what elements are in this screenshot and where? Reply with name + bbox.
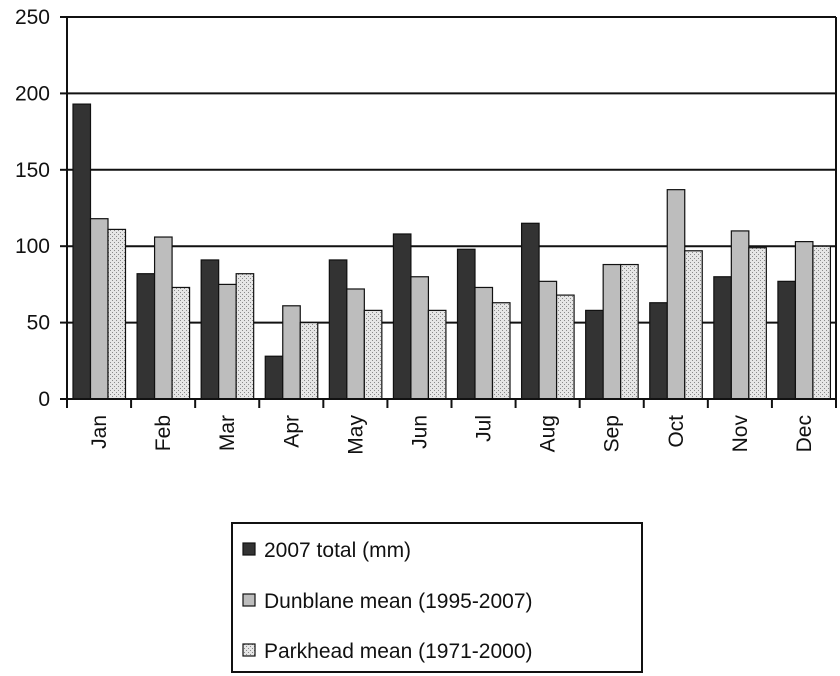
axes: 0 50 100 150 200 250 Jan Feb Mar Apr May Jun Jul Aug S… xyxy=(15,6,837,455)
y-tick-label: 50 xyxy=(27,312,50,335)
bar-nov-series-3 xyxy=(748,247,767,400)
bar-dec-series-3 xyxy=(812,245,832,400)
bar-jul-series-2 xyxy=(474,286,494,400)
bar-sep-series-2 xyxy=(602,263,622,400)
bar-jul-series-3 xyxy=(491,302,511,400)
legend-box xyxy=(231,522,643,673)
legend-swatch-series-1 xyxy=(242,542,256,556)
x-tick-label-apr: Apr xyxy=(280,415,303,448)
bar-sep-series-1 xyxy=(585,309,604,400)
y-tick-label: 250 xyxy=(15,6,50,29)
bar-dec-series-2 xyxy=(794,241,814,400)
x-tick-label-jun: Jun xyxy=(408,415,431,449)
bar-may-series-1 xyxy=(328,259,348,400)
x-tick-label-feb: Feb xyxy=(152,415,175,451)
legend-label-series-3: Parkhead mean (1971-2000) xyxy=(264,640,533,663)
x-tick-label-may: May xyxy=(344,415,367,455)
bar-may-series-3 xyxy=(363,309,383,400)
bar-nov-series-1 xyxy=(713,276,732,400)
bar-jan-series-2 xyxy=(89,218,109,400)
bar-oct-series-1 xyxy=(649,302,668,400)
bars xyxy=(72,103,832,400)
y-tick-label: 0 xyxy=(38,388,50,411)
x-tick-label-oct: Oct xyxy=(665,415,688,448)
x-tick-label-nov: Nov xyxy=(729,415,752,453)
bar-aug-series-1 xyxy=(520,222,540,400)
bar-nov-series-2 xyxy=(730,230,750,400)
legend-swatch-series-2 xyxy=(242,593,256,607)
x-tick-label-dec: Dec xyxy=(793,415,816,452)
bar-dec-series-1 xyxy=(777,280,797,400)
bar-aug-series-2 xyxy=(538,280,558,400)
bar-jun-series-2 xyxy=(410,276,430,400)
bar-jul-series-1 xyxy=(456,248,476,400)
x-tick-label-jan: Jan xyxy=(88,415,111,449)
y-tick-label: 100 xyxy=(15,235,50,258)
bar-feb-series-3 xyxy=(171,286,191,400)
gridlines xyxy=(67,16,836,324)
bar-jan-series-1 xyxy=(72,103,92,400)
bar-sep-series-3 xyxy=(620,263,639,400)
x-tick-label-sep: Sep xyxy=(601,415,624,452)
bar-jun-series-1 xyxy=(392,233,412,400)
y-tick-label: 200 xyxy=(15,82,50,105)
bar-feb-series-1 xyxy=(136,273,156,400)
bar-feb-series-2 xyxy=(153,236,173,400)
x-tick-label-jul: Jul xyxy=(473,415,496,442)
bar-mar-series-3 xyxy=(235,273,255,400)
bar-apr-series-3 xyxy=(299,322,319,400)
bar-jun-series-3 xyxy=(427,309,447,400)
legend: 2007 total (mm) Dunblane mean (1995-2007)… xyxy=(231,522,643,673)
bar-oct-series-2 xyxy=(666,189,686,400)
legend-swatch-series-3 xyxy=(242,643,256,657)
bar-may-series-2 xyxy=(346,288,365,400)
bar-aug-series-3 xyxy=(555,294,575,400)
legend-label-series-2: Dunblane mean (1995-2007) xyxy=(264,590,533,613)
bar-mar-series-1 xyxy=(200,259,220,400)
bar-oct-series-3 xyxy=(684,250,703,400)
x-tick-label-mar: Mar xyxy=(216,415,239,451)
bar-jan-series-3 xyxy=(107,228,127,400)
legend-label-series-1: 2007 total (mm) xyxy=(264,539,411,562)
bar-apr-series-1 xyxy=(264,355,284,400)
bar-apr-series-2 xyxy=(282,305,301,400)
x-tick-label-aug: Aug xyxy=(537,415,560,452)
bar-mar-series-2 xyxy=(218,283,237,400)
y-tick-label: 150 xyxy=(15,159,50,182)
